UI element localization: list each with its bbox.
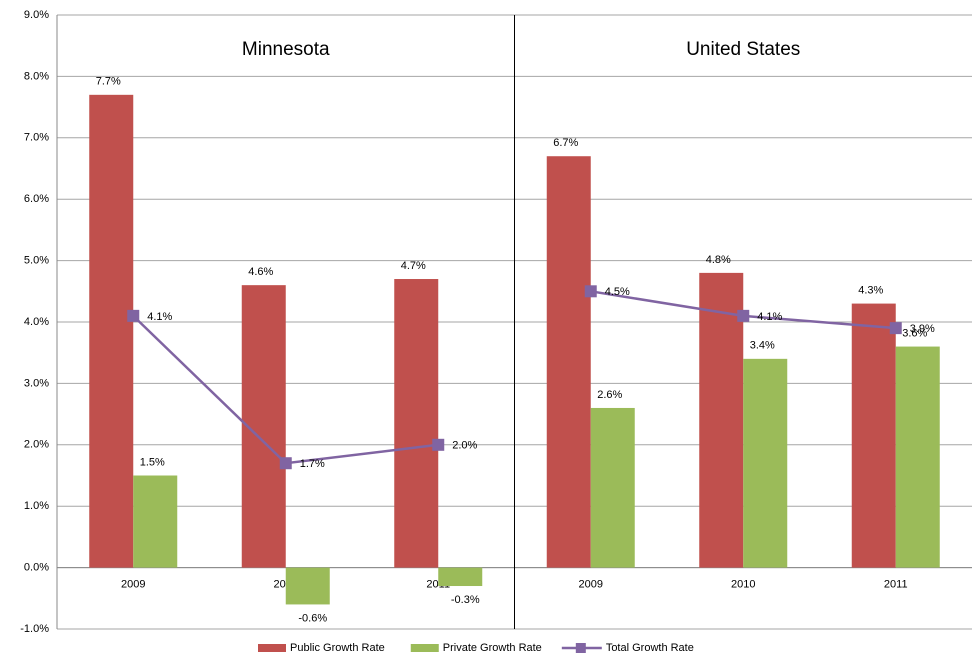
legend-swatch: [575, 643, 586, 653]
bar: [699, 272, 744, 568]
y-tick-label: 3.0%: [24, 377, 49, 389]
bar: [285, 567, 330, 605]
data-label: 7.7%: [96, 76, 121, 88]
data-label: 4.6%: [248, 266, 273, 278]
line-marker: [889, 322, 902, 335]
line-marker: [432, 438, 445, 451]
bar: [133, 475, 178, 568]
bar: [895, 346, 940, 568]
data-label: 6.7%: [553, 137, 578, 149]
bar: [394, 279, 439, 568]
panel-title: United States: [686, 39, 800, 60]
data-label: 4.7%: [401, 260, 426, 272]
y-tick-label: 1.0%: [24, 500, 49, 512]
y-tick-label: 4.0%: [24, 316, 49, 328]
data-label: 3.9%: [910, 323, 935, 335]
data-label: 4.8%: [706, 254, 731, 266]
data-label: 1.5%: [140, 456, 165, 468]
line-marker: [127, 309, 140, 322]
panel-title: Minnesota: [242, 39, 330, 60]
data-label: -0.6%: [298, 612, 327, 624]
bar: [590, 407, 635, 568]
bar: [438, 567, 483, 587]
y-tick-label: 5.0%: [24, 255, 49, 267]
line-marker: [279, 457, 292, 470]
bar: [743, 358, 788, 568]
y-tick-label: -1.0%: [20, 623, 49, 635]
x-tick-label: 2009: [579, 579, 603, 591]
data-label: -0.3%: [451, 594, 480, 606]
data-label: 3.6%: [902, 327, 927, 339]
y-tick-label: 0.0%: [24, 562, 49, 574]
x-tick-label: 2010: [731, 579, 755, 591]
bar: [89, 94, 134, 568]
data-label: 2.0%: [452, 440, 477, 452]
data-label: 4.1%: [147, 311, 172, 323]
bar: [546, 156, 591, 568]
bar: [851, 303, 896, 568]
y-tick-label: 9.0%: [24, 9, 49, 21]
legend-swatch: [410, 644, 439, 652]
legend-label: Public Growth Rate: [290, 642, 385, 654]
y-tick-label: 8.0%: [24, 70, 49, 82]
data-label: 4.3%: [858, 284, 883, 296]
legend-label: Private Growth Rate: [443, 642, 542, 654]
x-tick-label: 2009: [121, 579, 145, 591]
data-label: 2.6%: [597, 389, 622, 401]
line-marker: [584, 285, 597, 298]
data-label: 3.4%: [750, 340, 775, 352]
legend-label: Total Growth Rate: [606, 642, 694, 654]
line-marker: [737, 309, 750, 322]
data-label: 4.1%: [757, 311, 782, 323]
legend-swatch: [258, 644, 286, 652]
data-label: 1.7%: [300, 458, 325, 470]
y-tick-label: 7.0%: [24, 132, 49, 144]
data-label: 4.5%: [605, 286, 630, 298]
y-tick-label: 2.0%: [24, 439, 49, 451]
y-tick-label: 6.0%: [24, 193, 49, 205]
x-tick-label: 2011: [884, 579, 908, 591]
